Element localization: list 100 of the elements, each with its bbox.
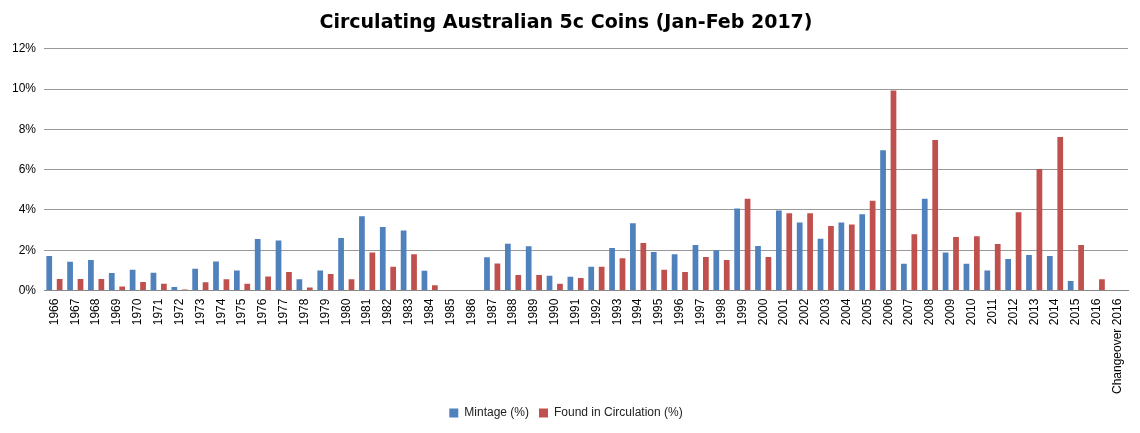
bar [786,213,793,291]
bar [859,214,866,291]
x-tick-label: 1979 [317,298,332,326]
bar [244,283,251,291]
bar [1078,245,1084,291]
x-tick-label: 1977 [276,298,291,326]
bar [661,269,668,291]
y-tick-label: 10% [11,81,37,96]
bar [598,266,605,291]
x-tick-label: 2015 [1068,298,1083,326]
bar [807,213,813,291]
x-tick-label: 1972 [171,298,186,326]
x-tick-label: 1992 [588,298,603,326]
x-tick-label: 2008 [922,298,937,326]
x-tick-label: 1968 [88,298,103,326]
bar [56,279,63,291]
x-tick-label: 1983 [401,298,416,326]
bar [932,139,939,291]
bar [984,270,991,291]
bar [921,198,928,291]
x-tick-label: 1999 [734,298,749,326]
bar [869,200,876,291]
bar [379,227,386,291]
x-tick-label: 1991 [567,298,582,326]
x-tick-label: 1987 [484,298,499,326]
x-tick-label: 1990 [547,298,562,326]
x-tick-label: 2007 [901,298,916,326]
x-tick-label: 2004 [838,298,853,326]
x-tick-label: 1970 [130,298,145,326]
x-tick-label: 1969 [109,298,124,326]
x-tick-label: 2002 [797,298,812,326]
bar [557,283,563,291]
x-tick-label: 1973 [192,298,207,326]
x-tick-label: 1982 [380,298,395,326]
x-tick-label: 1984 [421,298,436,326]
bar [577,278,584,291]
bar [484,257,490,291]
bar [775,210,782,291]
x-tick-label: 1993 [609,298,624,326]
x-tick-label: 1978 [296,298,311,326]
y-tick-label: 6% [18,162,37,177]
bar [98,279,105,291]
bar [369,252,376,291]
bar [359,216,365,291]
x-tick-label: 1986 [463,298,478,326]
bar [880,150,886,291]
bar [390,266,397,291]
bar [202,282,209,291]
bar [213,261,219,291]
bar [1099,279,1105,291]
bar [713,250,720,291]
bar [723,259,730,291]
y-tick-label: 4% [18,202,37,217]
x-tick-label: 1981 [359,298,374,326]
x-tick-label: 1967 [67,298,82,326]
x-tick-label: 1988 [505,298,520,326]
x-tick-label: 1997 [692,298,707,326]
x-tick-label: 1980 [338,298,353,326]
chart-title: Circulating Australian 5c Coins (Jan-Feb 2017) [319,10,813,33]
y-tick-label: 12% [11,41,37,56]
x-tick-label: 1985 [442,298,457,326]
x-tick-label: 2000 [755,298,770,326]
bar [588,266,595,291]
x-tick-label: 2016 [1089,298,1104,326]
bar [640,243,647,291]
x-tick-label: 2012 [1005,298,1020,326]
bar [630,223,636,291]
x-tick-label: 1966 [46,298,61,326]
bar [974,236,980,291]
bar [703,256,709,291]
bar [119,286,126,291]
bar [46,255,53,291]
bar [515,275,522,291]
bar [67,261,73,291]
bar [338,238,344,291]
x-tick-label: 1976 [255,298,270,326]
bar [140,281,146,291]
bar [911,234,918,291]
legend-label: Mintage (%) [464,405,529,420]
x-tick-label: 1996 [672,298,687,326]
y-tick-label: 2% [18,242,37,257]
x-tick-label: 2001 [776,298,791,326]
bar [828,225,834,291]
bar [432,285,438,291]
bar [192,268,199,291]
bar [994,244,1001,291]
bar [286,272,292,291]
bar [755,246,761,291]
bar [609,248,615,291]
x-tick-label: 1998 [713,298,728,326]
bar [1046,255,1053,291]
x-tick-label: 2011 [984,298,999,325]
x-tick-label: 2003 [818,298,833,326]
x-tick-label: Changeover 2016 [1109,298,1124,395]
bar [734,208,741,291]
legend-label: Found in Circulation (%) [553,405,683,420]
bar [525,246,532,291]
x-tick-label: 2006 [880,298,895,326]
bar [536,275,542,291]
x-tick-label: 1989 [526,298,541,326]
